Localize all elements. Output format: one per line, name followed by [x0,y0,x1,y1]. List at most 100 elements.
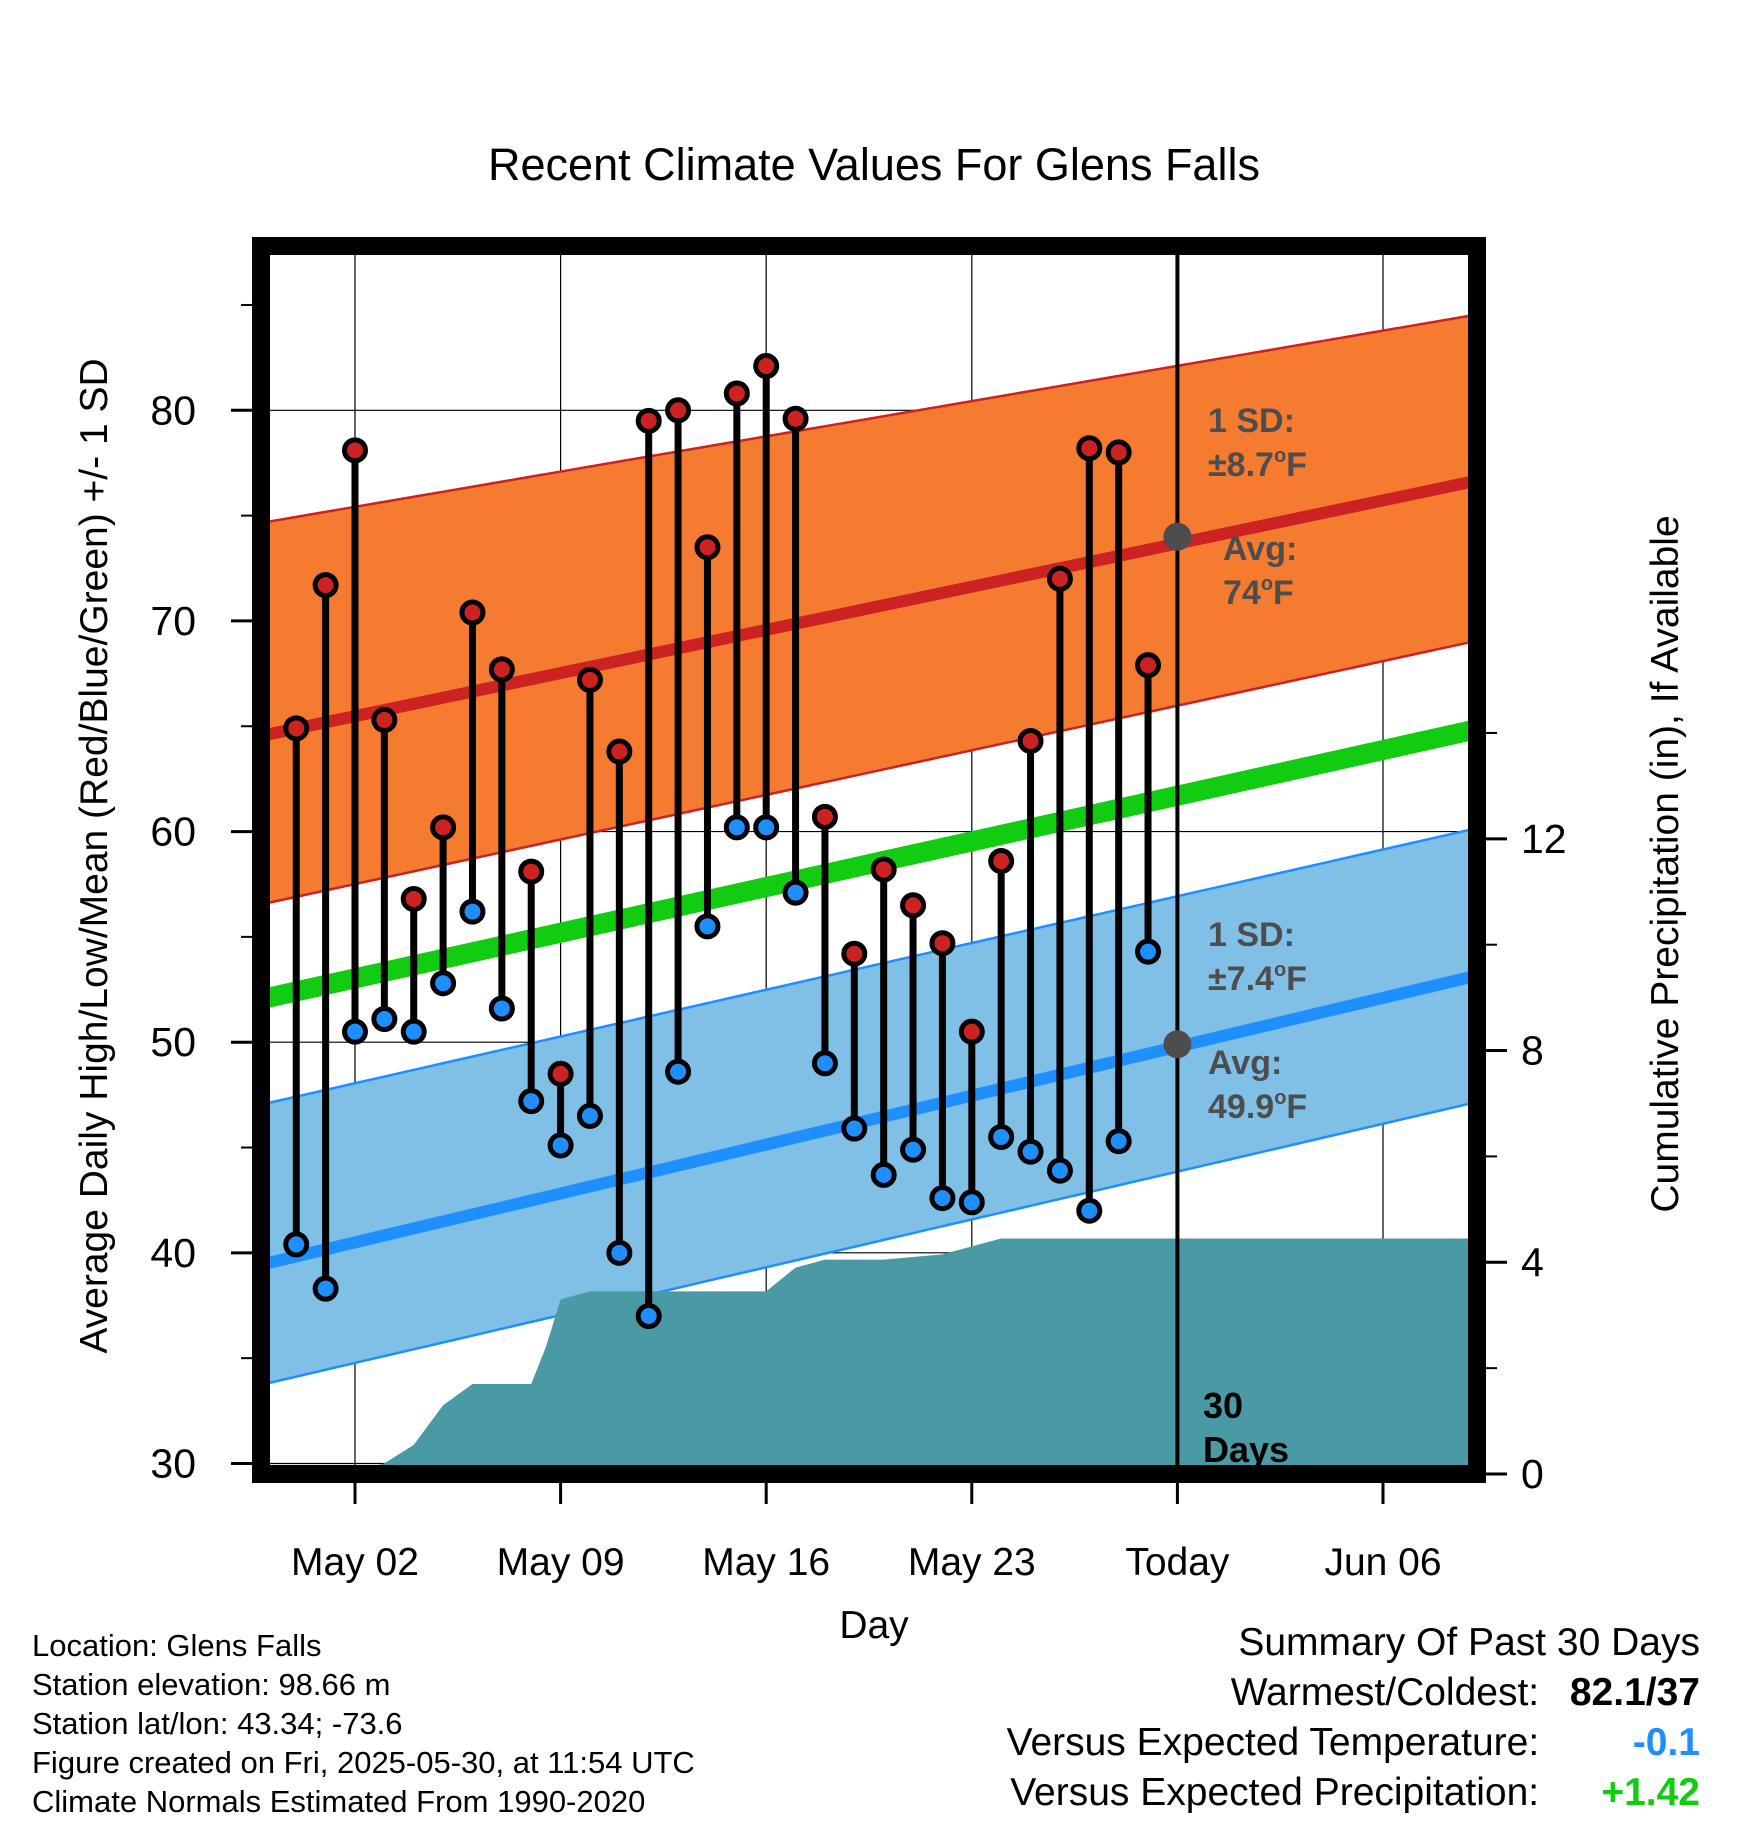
summary-title: Summary Of Past 30 Days [1238,1621,1700,1664]
normals-text: Climate Normals Estimated From 1990-2020 [32,1784,646,1819]
created-text: Figure created on Fri, 2025-05-30, at 11… [32,1745,695,1780]
daily-low-marker [1105,1128,1132,1155]
daily-low-marker [811,1050,838,1077]
high-sd-value: ±8.7oF [1208,445,1307,484]
x-tick-label: May 16 [702,1541,830,1584]
normal-high-line [259,474,1479,742]
daily-low-marker [782,879,809,906]
x-tick-label: Today [1125,1541,1230,1584]
y2-tick-label: 0 [1521,1451,1544,1497]
location-text: Location: Glens Falls [32,1628,322,1663]
low-avg-today-dot [1163,1030,1192,1059]
plot-frame [252,237,1486,1483]
y2-axis-label: Cumulative Precipitation (in), If Availa… [1644,515,1687,1212]
daily-high-marker [518,858,545,885]
daily-high-marker [988,848,1015,875]
daily-low-marker [341,1018,368,1045]
daily-high-marker [1017,727,1044,754]
x-tick-label: May 23 [908,1541,1036,1584]
high-avg-value: 74oF [1223,573,1294,612]
daily-high-marker [283,715,310,742]
daily-low-marker [283,1231,310,1258]
daily-low-marker [694,913,721,940]
daily-high-marker [958,1018,985,1045]
daily-low-marker [576,1102,603,1129]
low-sd-label: 1 SD: [1208,916,1295,954]
warmest-coldest-label: Warmest/Coldest: [1230,1671,1540,1714]
daily-high-marker [1135,652,1162,679]
x-tick-label: May 09 [497,1541,625,1584]
daily-high-marker [811,803,838,830]
daily-high-marker [929,930,956,957]
y-tick-label: 40 [150,1230,196,1276]
daily-high-marker [782,405,809,432]
daily-low-marker [753,814,780,841]
daily-high-marker [312,572,339,599]
warmest-value: 82.1 [1569,1671,1646,1714]
y-axis-label: Average Daily High/Low/Mean (Red/Blue/Gr… [73,358,116,1353]
y-tick-label: 30 [150,1440,196,1486]
daily-low-marker [1135,938,1162,965]
daily-high-marker [576,666,603,693]
temp-departure-value: -0.1 [1632,1721,1700,1764]
daily-low-marker [459,898,486,925]
daily-high-marker [870,856,897,883]
today-count-label: 30 [1203,1385,1243,1426]
high-avg-today-dot [1163,522,1192,551]
daily-high-marker [430,814,457,841]
daily-low-marker [430,970,457,997]
daily-high-marker [341,437,368,464]
daily-high-marker [459,599,486,626]
low-sd-value: ±7.4oF [1208,959,1307,998]
daily-low-marker [400,1018,427,1045]
daily-low-marker [988,1123,1015,1150]
today-days-label: Days [1203,1429,1289,1470]
daily-low-marker [723,814,750,841]
low-avg-value: 49.9oF [1208,1087,1307,1126]
normal-low-line [259,969,1479,1271]
latlon-text: Station lat/lon: 43.34; -73.6 [32,1706,403,1741]
daily-high-marker [1076,435,1103,462]
daily-high-marker [1105,439,1132,466]
y2-tick-label: 4 [1521,1239,1544,1285]
daily-high-marker [547,1060,574,1087]
daily-low-marker [606,1239,633,1266]
daily-low-marker [547,1132,574,1159]
precip-departure-row: Versus Expected Precipitation: +1.42 [1007,1768,1700,1818]
daily-high-marker [1046,565,1073,592]
daily-high-marker [635,407,662,434]
daily-high-marker [371,706,398,733]
summary-panel: Summary Of Past 30 Days Warmest/Coldest:… [1007,1618,1700,1818]
y2-tick-label: 12 [1521,816,1567,862]
daily-low-marker [371,1006,398,1033]
daily-low-marker [635,1303,662,1330]
daily-low-marker [870,1161,897,1188]
daily-high-marker [488,656,515,683]
daily-low-marker [312,1275,339,1302]
normal-mean-line [258,719,1480,1010]
chart-title: Recent Climate Values For Glens Falls [488,139,1260,190]
daily-high-marker [665,397,692,424]
temp-departure-label: Versus Expected Temperature: [1006,1721,1540,1764]
daily-high-marker [723,380,750,407]
y2-tick-label: 8 [1521,1028,1544,1074]
warmest-coldest-value: 82.1/37 [1550,1668,1700,1718]
high-sd-label: 1 SD: [1208,402,1295,440]
daily-low-marker [841,1115,868,1142]
daily-high-marker [694,534,721,561]
daily-high-marker [400,885,427,912]
high-avg-label: Avg: [1223,530,1297,568]
x-axis-label: Day [839,1604,909,1647]
daily-low-marker [900,1136,927,1163]
y-tick-label: 50 [150,1019,196,1065]
station-info: Location: Glens Falls Station elevation:… [32,1626,695,1821]
y-tick-label: 60 [150,809,196,855]
x-tick-label: May 02 [291,1541,419,1584]
precip-departure-value: +1.42 [1601,1771,1700,1814]
daily-low-marker [1046,1157,1073,1184]
daily-low-marker [1017,1138,1044,1165]
coldest-value: 37 [1656,1671,1700,1714]
daily-high-marker [753,353,780,380]
daily-low-marker [518,1088,545,1115]
